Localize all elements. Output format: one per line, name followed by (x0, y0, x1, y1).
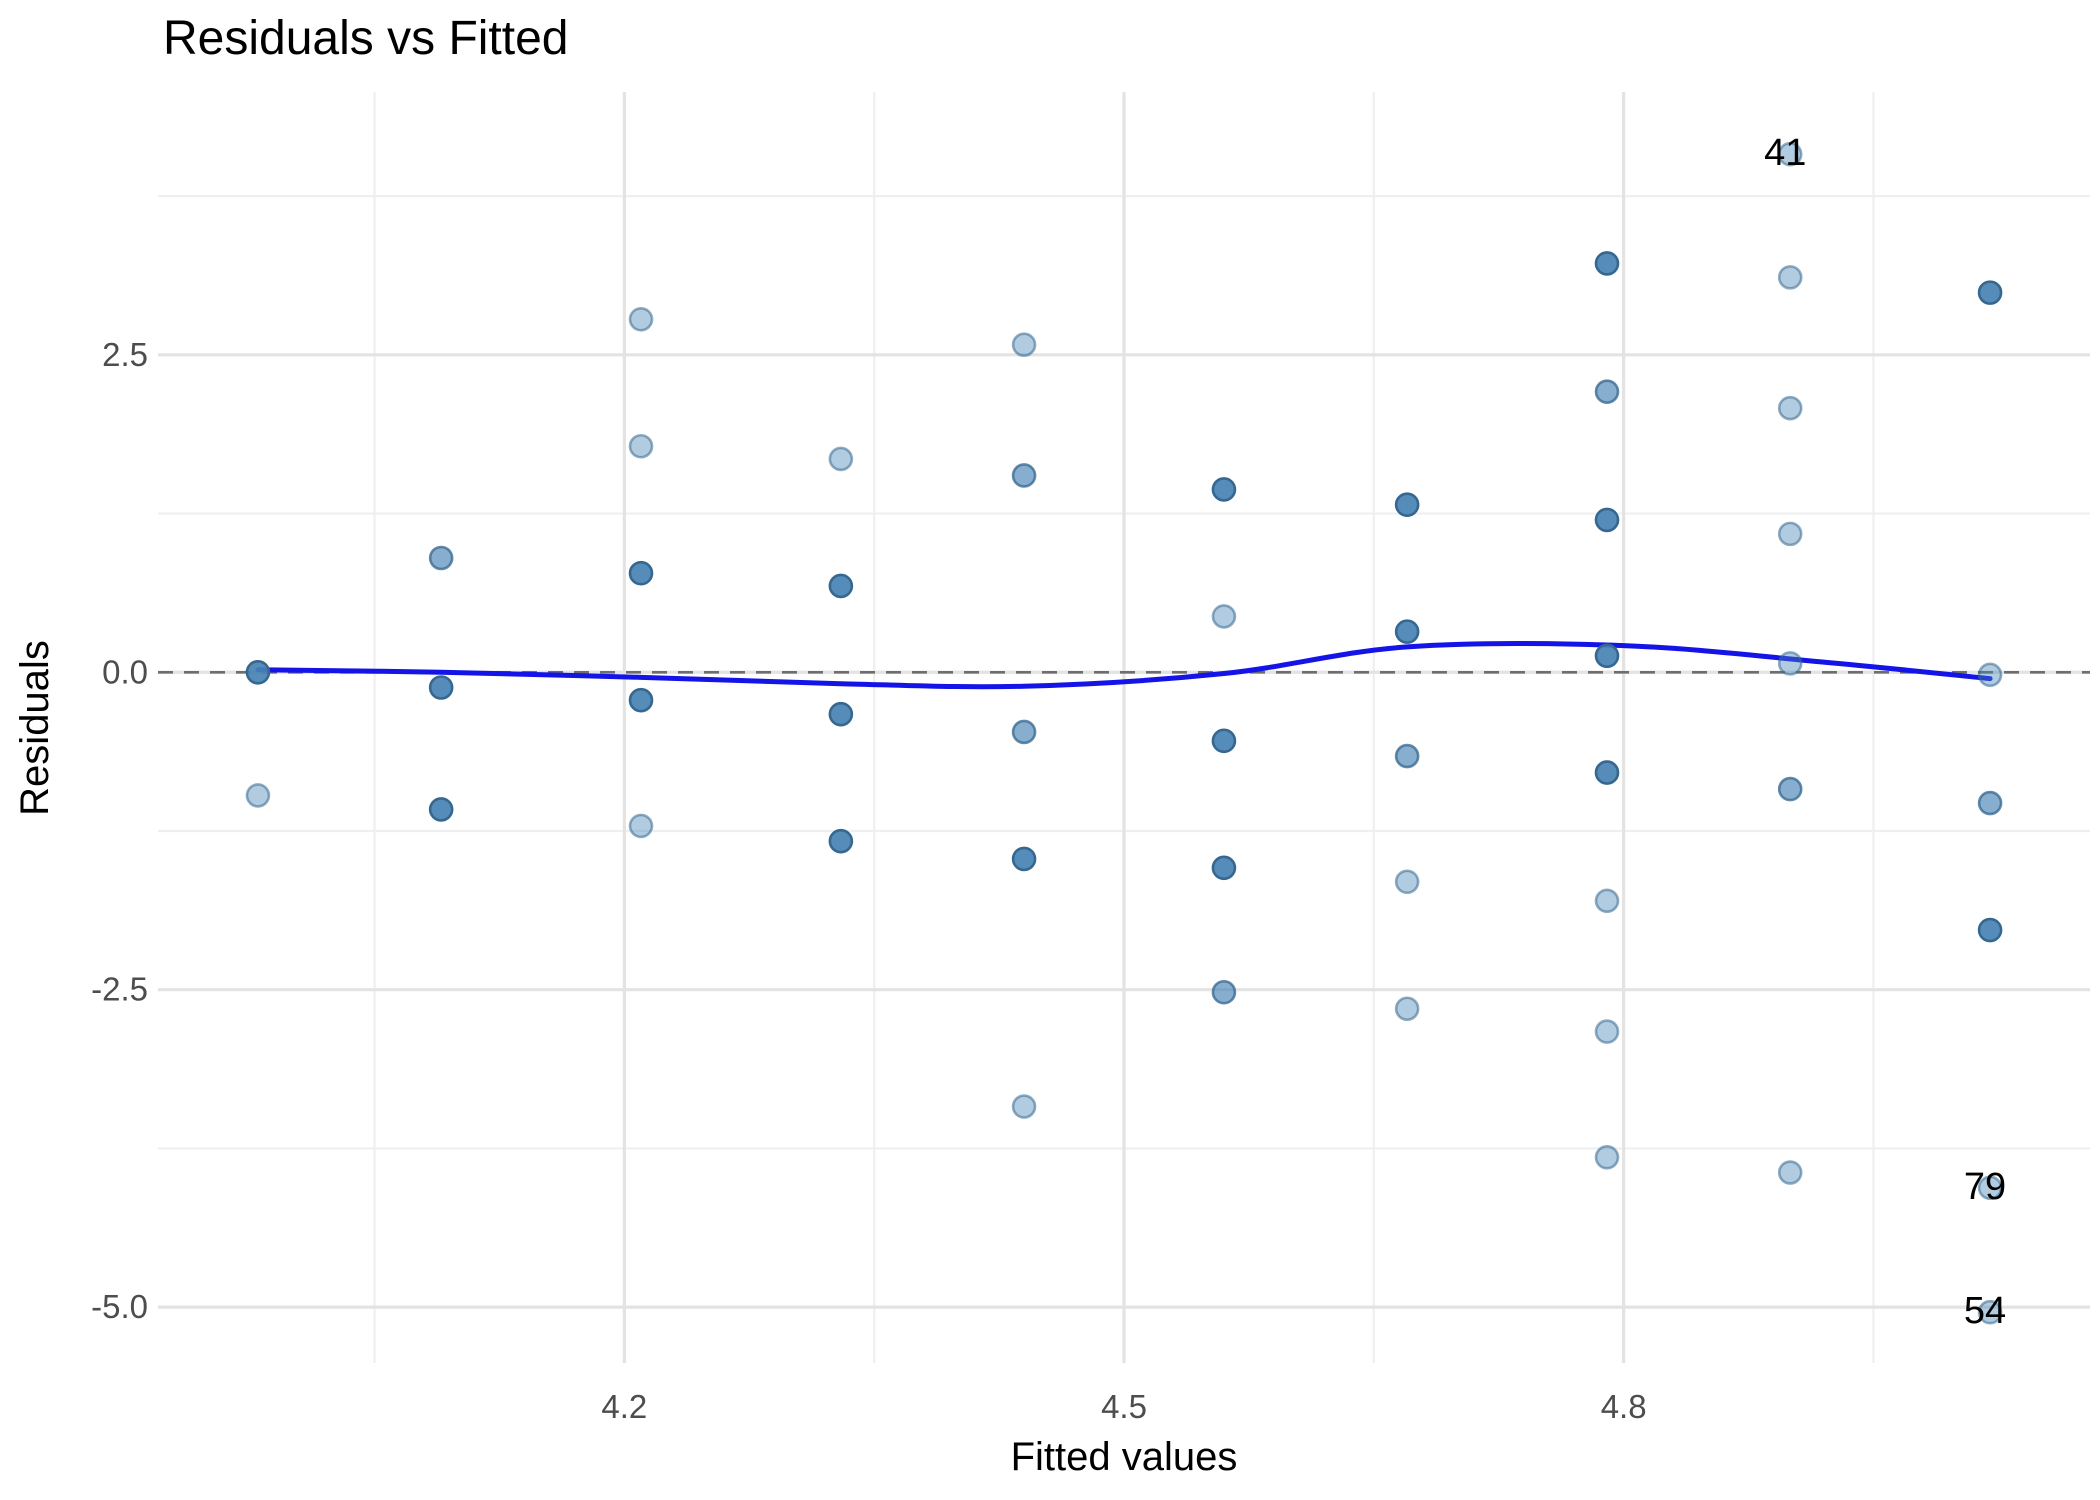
data-point (828, 828, 854, 854)
y-tick-labels: 2.5 0.0 -2.5 -5.0 (91, 336, 148, 1325)
data-point (1977, 790, 2003, 816)
data-point (1011, 719, 1037, 745)
data-point (628, 813, 654, 839)
data-point (1777, 651, 1803, 676)
x-tick-label: 4.2 (601, 1388, 647, 1425)
data-point (428, 797, 454, 822)
outlier-point-label: 54 (1964, 1290, 2006, 1332)
data-point (1394, 869, 1420, 895)
data-point (1594, 1019, 1620, 1044)
y-tick-label: 2.5 (102, 336, 148, 373)
data-point (1211, 477, 1237, 502)
data-point (1594, 643, 1620, 669)
data-point (1211, 855, 1237, 881)
data-point (1394, 619, 1420, 644)
data-point (245, 659, 271, 685)
data-point (828, 701, 854, 727)
data-point (1594, 888, 1620, 914)
chart-title: Residuals vs Fitted (163, 12, 569, 65)
x-tick-label: 4.8 (1601, 1388, 1647, 1425)
data-point (628, 306, 654, 332)
data-point (1977, 1175, 2003, 1201)
data-point (1211, 604, 1237, 629)
data-point (1977, 1299, 2003, 1325)
y-tick-label: -5.0 (91, 1288, 148, 1325)
data-point (828, 446, 854, 472)
data-point (1977, 280, 2003, 305)
scatter-points-layer (245, 141, 2003, 1325)
outlier-point-label: 79 (1964, 1166, 2006, 1208)
data-point (1211, 979, 1237, 1005)
data-point (1394, 996, 1420, 1022)
data-point (628, 687, 654, 713)
y-axis-label: Residuals (13, 640, 57, 816)
data-point (1211, 728, 1237, 754)
data-point (1777, 141, 1803, 167)
y-tick-label: 0.0 (102, 653, 148, 690)
data-point (1594, 379, 1620, 404)
data-point (1594, 1145, 1620, 1170)
outlier-point-label: 41 (1764, 132, 1806, 174)
data-point (245, 783, 271, 808)
data-point (1777, 395, 1803, 421)
data-point (428, 675, 454, 700)
data-point (1777, 776, 1803, 802)
data-point (1594, 507, 1620, 533)
data-point (1977, 662, 2003, 688)
x-tick-labels: 4.2 4.5 4.8 (601, 1388, 1646, 1425)
data-point (1777, 265, 1803, 290)
data-point (1011, 463, 1037, 488)
data-point (628, 433, 654, 459)
data-point (1394, 743, 1420, 769)
data-point (428, 545, 454, 571)
data-point (1777, 521, 1803, 547)
loess-smooth-line (255, 641, 1993, 690)
data-point (1011, 1094, 1037, 1119)
data-point (1011, 332, 1037, 357)
x-axis-label: Fitted values (1011, 1435, 1238, 1479)
data-point (1594, 760, 1620, 785)
y-tick-label: -2.5 (91, 971, 148, 1008)
data-point (628, 560, 654, 586)
data-point (1777, 1160, 1803, 1185)
data-point (1594, 251, 1620, 276)
data-point (828, 573, 854, 599)
data-point (1011, 846, 1037, 872)
outlier-labels-layer: 41 79 54 (1764, 132, 2006, 1332)
data-point (1977, 917, 2003, 943)
data-point (1394, 492, 1420, 517)
x-tick-label: 4.5 (1101, 1388, 1147, 1425)
